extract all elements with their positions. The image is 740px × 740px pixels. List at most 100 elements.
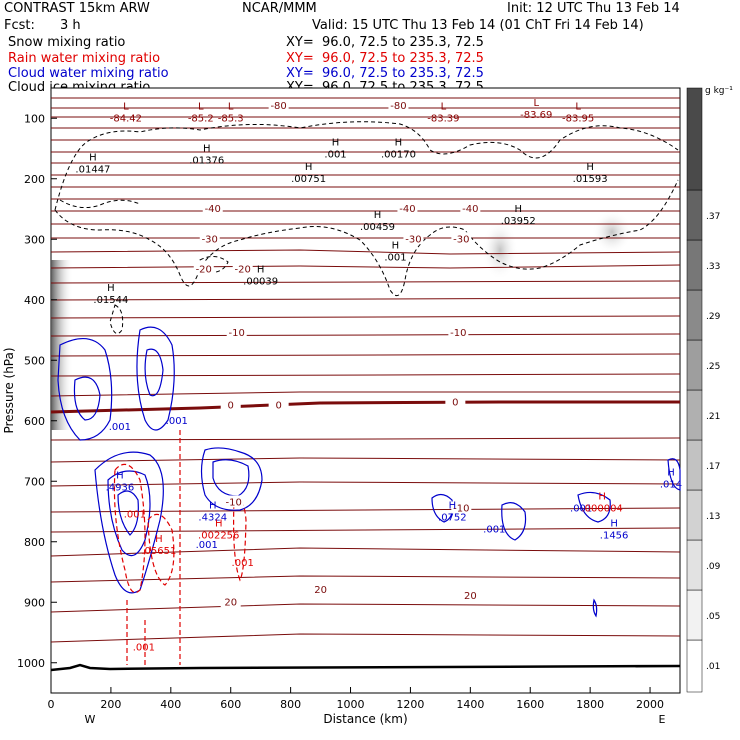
extremum-marker: H	[514, 204, 522, 215]
snow-shading	[51, 210, 632, 430]
temperature-label-bg	[220, 398, 241, 411]
colorbar-tick-label: .05	[706, 612, 720, 622]
extremum-marker: H	[449, 501, 457, 512]
temperature-label-bg	[226, 326, 247, 339]
temperature-label-bg	[232, 262, 253, 275]
extremum-marker: L	[575, 101, 581, 112]
colorbar: g kg⁻¹ .01 .05 .09 .13 .17 .21 .25 .29 .33 .37	[686, 86, 733, 693]
y-tick-label: 900	[24, 596, 45, 609]
colorbar-swatch	[686, 589, 703, 641]
extremum-marker: H	[305, 162, 313, 173]
y-tick-label: 700	[24, 475, 45, 488]
temperature-label: -20	[196, 265, 212, 276]
colorbar-swatch	[686, 439, 703, 491]
terrain-line	[50, 663, 681, 672]
extremum-value: .00751	[291, 174, 326, 185]
y-tick-label: 300	[24, 233, 45, 246]
colorbar-tick-label: .17	[706, 462, 720, 472]
field-label-snow: Snow mixing ratio	[8, 35, 126, 50]
extremum-value: .001	[570, 503, 592, 514]
temperature-label: -80	[270, 101, 286, 112]
temperature-label: -30	[405, 234, 421, 245]
temperature-label: -40	[399, 204, 415, 215]
y-tick-label: 1000	[17, 657, 45, 670]
temperature-label: -10	[229, 328, 245, 339]
x-tick-label: 0	[48, 698, 55, 711]
temperature-label-bg	[268, 398, 289, 411]
extremum-marker: L	[123, 101, 129, 112]
extremum-marker: H	[209, 501, 217, 512]
extremum-marker: H	[598, 491, 606, 502]
model-title: CONTRAST 15km ARW	[4, 1, 150, 16]
axes: 0 200 400 600 800 1000 1200 1400 1600 1800 2000100…	[2, 112, 666, 726]
extremum-marker: H	[392, 240, 400, 251]
colorbar-swatch	[686, 289, 703, 341]
fcst-value: 3 h	[60, 18, 81, 33]
temperature-label-bg	[202, 202, 223, 214]
temperature-label: -10	[450, 328, 466, 339]
extremum-value: .001	[232, 558, 254, 569]
colorbar-tick-label: .29	[706, 312, 721, 322]
temperature-label: -40	[462, 204, 478, 215]
field-label-rain: Rain water mixing ratio	[8, 51, 161, 66]
field-label-cloud-water: Cloud water mixing ratio	[8, 66, 169, 81]
extremum-value: -85.2	[188, 113, 214, 124]
cloud-water-contours	[57, 326, 681, 618]
y-tick-label: 600	[24, 415, 45, 428]
extremum-marker: L	[198, 101, 204, 112]
x-tick-label: 400	[160, 698, 181, 711]
extremum-value: .001	[166, 416, 188, 427]
colorbar-swatch	[686, 189, 703, 241]
extremum-marker: H	[257, 265, 265, 276]
temperature-label-bg	[448, 326, 469, 339]
temperature-label-bg	[193, 262, 214, 275]
x-tick-label: 1000	[337, 698, 365, 711]
y-tick-label: 500	[24, 354, 45, 367]
x-tick-label: 1800	[576, 698, 604, 711]
temperature-label: -40	[205, 204, 221, 215]
extremum-value: .00039	[243, 277, 278, 288]
field-xy-rain: XY= 96.0, 72.5 to 235.3, 72.5	[286, 51, 484, 66]
temperature-label-bg	[397, 202, 418, 214]
x-end-label-east: E	[659, 713, 666, 726]
temperature-label: 20	[314, 585, 327, 596]
zero-degree-isotherm	[50, 400, 680, 414]
extremum-marker: L	[228, 101, 234, 112]
temperature-label-bg	[460, 202, 481, 214]
valid-time: Valid: 15 UTC Thu 13 Feb 14 (01 ChT Fri …	[312, 18, 644, 33]
x-tick-label: 600	[220, 698, 241, 711]
extremum-value: -83.95	[562, 113, 594, 124]
extremum-value: .001	[196, 540, 218, 551]
extremum-value: .014	[660, 479, 682, 490]
colorbar-swatch	[686, 489, 703, 541]
extremum-value: .001	[483, 525, 505, 536]
colorbar-swatch	[686, 339, 703, 391]
temperature-label-bg	[451, 232, 472, 245]
extremum-marker: H	[203, 144, 211, 155]
colorbar-tick-label: .13	[706, 512, 720, 522]
extremum-value: .001	[384, 252, 406, 263]
extremum-value: .01593	[573, 174, 608, 185]
extremum-value: .05651	[141, 546, 176, 557]
temperature-label: 20	[224, 597, 237, 608]
field-xy-cloud-water: XY= 96.0, 72.5 to 235.3, 72.5	[286, 66, 484, 81]
extremum-marker: L	[441, 101, 447, 112]
extremum-value: .0752	[438, 513, 467, 524]
colorbar-tick-label: .01	[706, 662, 720, 672]
temperature-label-bg	[223, 495, 244, 508]
extremum-value: .1456	[600, 531, 629, 542]
temperature-label: -20	[235, 265, 251, 276]
extremum-marker: H	[215, 519, 223, 530]
extremum-marker: H	[395, 138, 403, 149]
temperature-label-bg	[451, 501, 472, 514]
temperature-label: 20	[464, 591, 477, 602]
temperature-label-bg	[445, 395, 466, 408]
y-tick-label: 100	[24, 112, 45, 125]
colorbar-swatch	[686, 539, 703, 591]
temperature-label-bg	[268, 99, 289, 112]
extremum-value: .001	[324, 150, 346, 161]
extremum-value: .4324	[198, 513, 227, 524]
extremum-marker: H	[610, 519, 618, 530]
y-tick-label: 400	[24, 294, 45, 307]
